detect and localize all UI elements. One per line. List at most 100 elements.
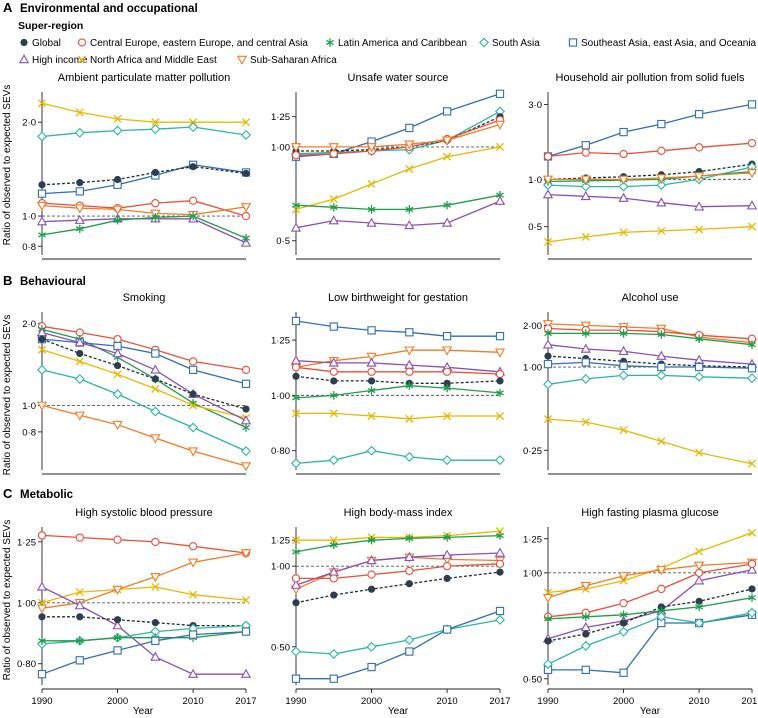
data-point-nafme [329, 409, 338, 418]
legend-label-high_income: High income [32, 55, 88, 66]
data-point-high_income [746, 200, 758, 210]
legend-title: Super-region [18, 20, 83, 32]
data-point-south_asia [112, 125, 123, 136]
data-point-south_asia [580, 373, 591, 384]
data-point-cee [151, 198, 160, 208]
panel-title: High fasting plasma glucose [581, 507, 719, 519]
series-line-high_income [295, 200, 501, 229]
data-point-south_asia [656, 180, 667, 191]
data-point-high_income [542, 189, 554, 199]
data-point-cee [37, 531, 47, 540]
y-tick-label: 1·00 [523, 568, 542, 579]
data-point-sea [442, 107, 452, 116]
series-line-global [547, 588, 753, 642]
series-line-nafme [547, 226, 753, 243]
series-line-high_income [41, 331, 247, 422]
data-point-high_income [441, 217, 453, 227]
data-point-ssa [74, 204, 85, 214]
series-nafme [291, 142, 505, 214]
x-tick-label: 2010 [689, 696, 710, 707]
data-point-global [367, 377, 376, 385]
legend-item-global: Global [20, 38, 61, 49]
data-point-cee [694, 568, 704, 578]
data-point-latam [292, 201, 300, 210]
section-a-title: Environmental and occupational [20, 3, 198, 15]
data-point-south_asia [747, 607, 757, 618]
data-point-global [151, 168, 159, 177]
data-point-south_asia [747, 373, 757, 384]
series-line-nafme [41, 586, 247, 604]
data-point-ssa [240, 549, 252, 559]
series-line-nafme [41, 349, 247, 419]
series-group [542, 100, 758, 246]
series-cee [37, 531, 251, 558]
y-tick-label: 1·25 [523, 534, 542, 545]
y-tick-label: 1·25 [271, 336, 290, 347]
data-point-nafme [291, 536, 301, 545]
data-point-ssa [328, 143, 339, 153]
series-line-global [41, 166, 247, 186]
panel-title: Unsafe water source [348, 72, 449, 84]
data-point-nafme [405, 414, 414, 423]
data-point-high_income [74, 337, 85, 347]
data-point-global [544, 637, 552, 645]
series-global [292, 372, 504, 387]
data-point-sea [657, 119, 666, 129]
data-point-ssa [693, 172, 705, 182]
data-point-nafme [657, 437, 666, 446]
series-line-cee [296, 563, 501, 580]
series-line-sea [547, 103, 753, 158]
data-point-ssa [187, 447, 199, 457]
data-point-global [405, 580, 413, 588]
data-point-latam [544, 329, 552, 338]
data-point-sea [241, 627, 251, 636]
data-point-ssa [150, 434, 161, 444]
data-point-cee [329, 574, 338, 583]
data-point-high_income [404, 551, 415, 561]
series-line-south_asia [547, 612, 753, 665]
data-point-south_asia [543, 659, 553, 670]
data-point-high_income [328, 357, 339, 367]
data-point-nafme [747, 528, 757, 537]
series-ssa [290, 553, 506, 595]
data-point-global [189, 390, 197, 398]
y-tick-label: 0·8 [22, 242, 36, 253]
y-tick-label: 0·25 [523, 446, 542, 457]
legend-marker-cee [77, 38, 87, 47]
data-point-cee [367, 367, 376, 376]
x-tick-label: 2000 [361, 696, 382, 707]
series-line-nafme [547, 532, 753, 594]
y-tick-label: 0·5 [528, 222, 542, 233]
data-point-south_asia [241, 446, 251, 457]
data-point-global [38, 181, 46, 189]
legend-marker-high_income [18, 54, 30, 64]
panel-7: High systolic blood pressure 0·80 1·00 1·25… [17, 507, 257, 707]
x-tick-label: 1990 [285, 696, 306, 707]
data-point-latam [113, 633, 122, 642]
data-point-cee [188, 196, 198, 205]
legend-items: Global Central Europe, eastern Europe, an… [18, 37, 757, 66]
series-line-global [42, 616, 246, 627]
data-point-south_asia [366, 641, 377, 652]
series-line-global [41, 338, 247, 410]
data-point-global [76, 179, 84, 187]
data-point-sea [442, 332, 452, 341]
data-point-ssa [618, 175, 629, 185]
data-point-south_asia [150, 406, 161, 417]
series-line-ssa [548, 172, 753, 181]
data-point-sea [581, 141, 590, 150]
data-point-south_asia [618, 626, 629, 637]
data-point-ssa [112, 205, 123, 215]
data-point-latam [75, 636, 84, 646]
data-point-latam [329, 540, 338, 550]
data-point-nafme [37, 99, 47, 108]
series-line-sea [41, 630, 247, 675]
data-point-latam [443, 533, 452, 542]
y-tick-label: 1·00 [271, 562, 290, 573]
data-point-cee [619, 599, 628, 608]
data-point-south_asia [543, 379, 553, 390]
data-point-high_income [240, 237, 252, 247]
data-point-global [76, 349, 84, 358]
data-point-nafme [75, 357, 84, 366]
data-point-nafme [543, 415, 553, 424]
